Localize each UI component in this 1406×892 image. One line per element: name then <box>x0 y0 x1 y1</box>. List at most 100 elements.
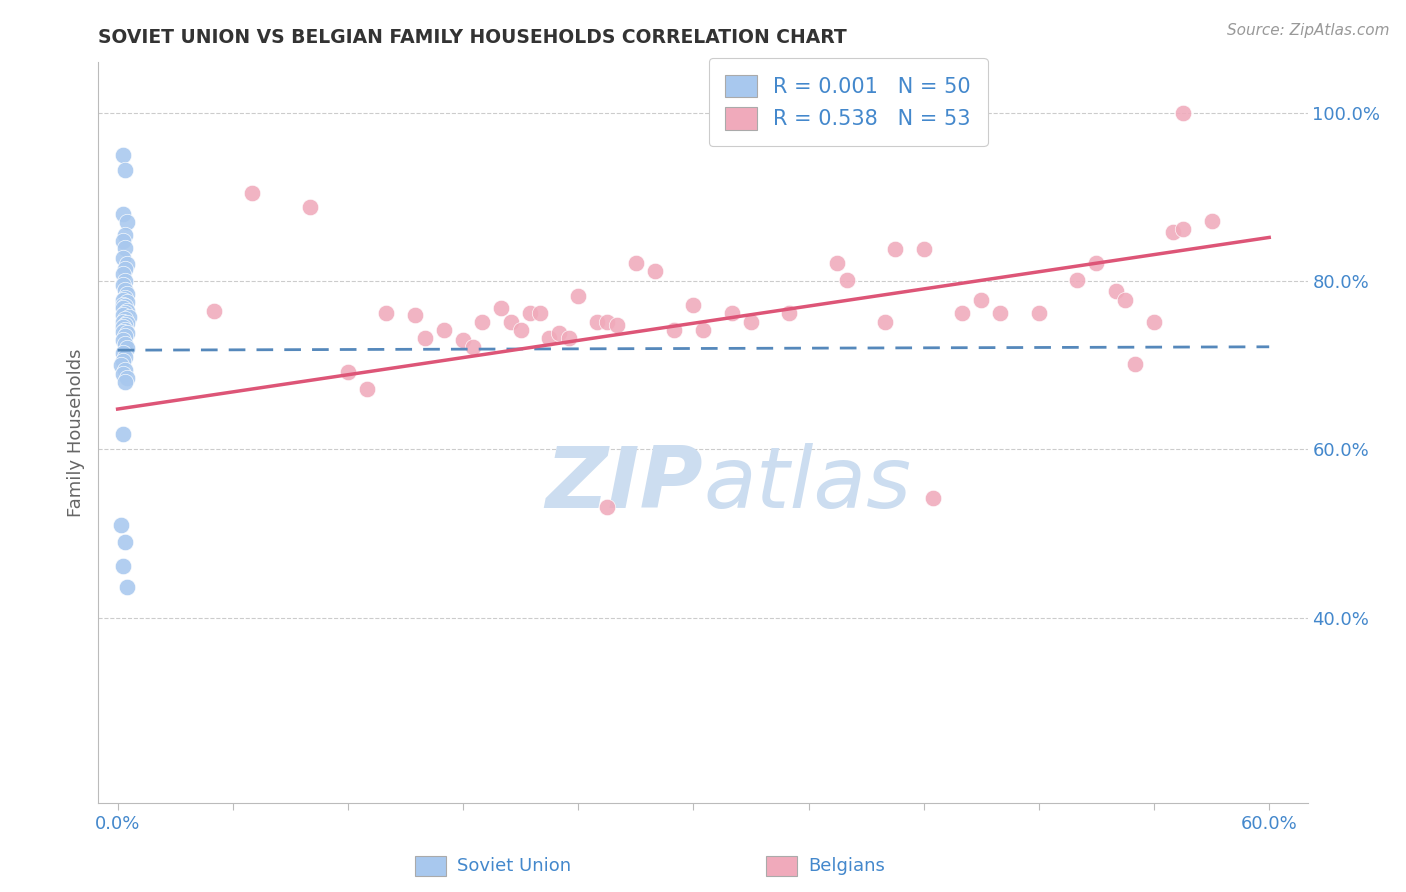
Point <box>884 242 907 256</box>
Point <box>114 337 136 351</box>
Point <box>115 316 138 330</box>
Point <box>112 427 135 442</box>
Point <box>115 371 138 385</box>
Point <box>115 215 138 229</box>
Point <box>112 354 135 368</box>
Legend: R = 0.001   N = 50, R = 0.538   N = 53: R = 0.001 N = 50, R = 0.538 N = 53 <box>709 58 987 146</box>
Point <box>557 331 579 345</box>
Point <box>548 326 571 341</box>
Point <box>519 306 541 320</box>
Point <box>112 367 135 381</box>
Point <box>461 340 484 354</box>
Point <box>115 326 138 341</box>
Point <box>644 264 666 278</box>
Point <box>115 286 138 301</box>
Point <box>912 242 935 256</box>
Point <box>1104 285 1126 299</box>
Point <box>875 314 897 328</box>
Text: Source: ZipAtlas.com: Source: ZipAtlas.com <box>1226 23 1389 38</box>
Point <box>112 293 135 307</box>
Point <box>114 312 136 326</box>
Point <box>114 535 136 549</box>
Point <box>112 207 135 221</box>
Point <box>112 298 135 312</box>
Text: ZIP: ZIP <box>546 443 703 526</box>
Point <box>740 314 762 328</box>
Point <box>1028 306 1050 320</box>
Point <box>1161 226 1184 240</box>
Point <box>118 310 141 324</box>
Point <box>112 314 135 328</box>
Point <box>778 306 800 320</box>
Point <box>114 283 136 297</box>
Point <box>404 308 426 322</box>
Point <box>586 314 609 328</box>
Point <box>114 163 136 178</box>
Point <box>1066 272 1088 286</box>
Point <box>112 558 135 573</box>
Point <box>624 255 647 269</box>
Point <box>112 268 135 282</box>
Point <box>112 301 135 315</box>
Point <box>114 375 136 389</box>
Point <box>538 331 561 345</box>
Point <box>114 362 136 376</box>
Point <box>596 500 619 514</box>
Point <box>240 186 263 200</box>
Point <box>110 359 132 373</box>
Point <box>567 289 589 303</box>
Point <box>990 306 1012 320</box>
Point <box>1143 314 1166 328</box>
Point <box>114 306 136 320</box>
Point <box>115 303 138 318</box>
Point <box>112 308 135 322</box>
Point <box>827 255 849 269</box>
Point <box>115 580 138 594</box>
Point <box>375 306 398 320</box>
Text: Soviet Union: Soviet Union <box>457 857 571 875</box>
Point <box>950 306 973 320</box>
Point <box>499 314 522 328</box>
Point <box>596 314 619 328</box>
Point <box>112 325 135 339</box>
Point <box>112 251 135 265</box>
Point <box>491 301 513 315</box>
Point <box>112 234 135 248</box>
Text: atlas: atlas <box>703 443 911 526</box>
Text: Belgians: Belgians <box>808 857 886 875</box>
Point <box>114 323 136 337</box>
Point <box>1085 255 1108 269</box>
Point <box>114 274 136 288</box>
Point <box>114 240 136 255</box>
Point <box>114 318 136 332</box>
Point <box>682 298 704 312</box>
Text: SOVIET UNION VS BELGIAN FAMILY HOUSEHOLDS CORRELATION CHART: SOVIET UNION VS BELGIAN FAMILY HOUSEHOLD… <box>98 28 848 47</box>
Point <box>112 278 135 293</box>
Point <box>115 257 138 271</box>
Point <box>114 227 136 242</box>
Point <box>298 200 321 214</box>
Point <box>835 272 858 286</box>
Point <box>1171 106 1194 120</box>
Point <box>114 300 136 314</box>
Point <box>509 323 531 337</box>
Point <box>114 329 136 343</box>
Point <box>114 350 136 364</box>
Point <box>1114 293 1136 307</box>
Point <box>115 342 138 356</box>
Point <box>112 345 135 359</box>
Y-axis label: Family Households: Family Households <box>66 349 84 516</box>
Point <box>606 318 628 332</box>
Point <box>664 323 686 337</box>
Point <box>110 518 132 533</box>
Point <box>112 148 135 162</box>
Point <box>202 303 225 318</box>
Point <box>720 306 742 320</box>
Point <box>433 323 456 337</box>
Point <box>336 365 359 379</box>
Point <box>115 295 138 310</box>
Point <box>356 382 378 396</box>
Point <box>1123 357 1146 371</box>
Point <box>1201 213 1223 227</box>
Point <box>114 261 136 276</box>
